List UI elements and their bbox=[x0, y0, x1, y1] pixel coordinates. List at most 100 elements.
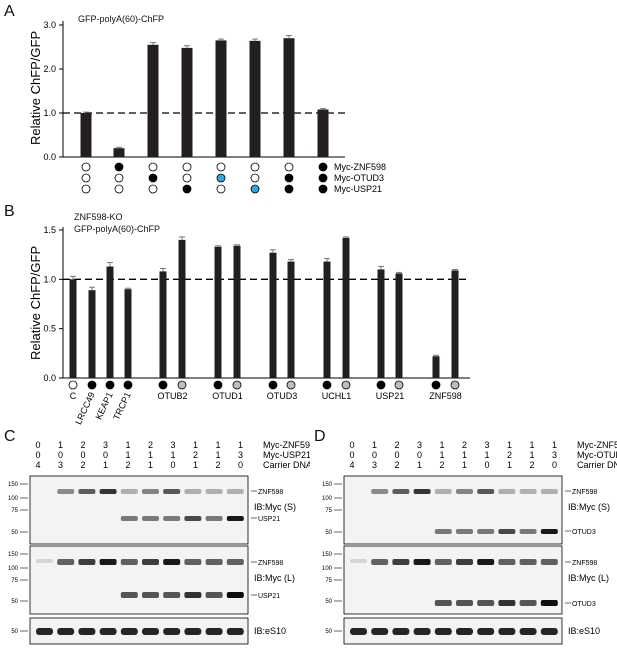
blot-header-value: 3 bbox=[170, 440, 175, 450]
panel-b-bar bbox=[432, 356, 440, 378]
blot1-ib-label: IB:Myc (S) bbox=[568, 502, 610, 512]
blot-header-value: 1 bbox=[125, 450, 130, 460]
blot-header-value: 2 bbox=[394, 460, 399, 470]
blot-band-es10 bbox=[350, 628, 367, 635]
blot-band-znf598-long bbox=[99, 559, 117, 565]
panel-b-condition-circle bbox=[87, 380, 97, 390]
blot-marker-label: 75 bbox=[11, 508, 18, 514]
panel-a-matrix-circle bbox=[81, 184, 91, 194]
blot-band-znf598-long bbox=[519, 559, 537, 565]
panel-b-ytick-label: 1.0 bbox=[43, 274, 56, 284]
panel-a-matrix-circle bbox=[148, 184, 158, 194]
blot-band-znf598-long bbox=[498, 559, 516, 565]
blot-band-znf598-short bbox=[57, 489, 75, 494]
panel-a-matrix-circle bbox=[250, 173, 260, 183]
blot-marker-label: 50 bbox=[325, 530, 332, 536]
blot-band-partner-long bbox=[477, 600, 495, 606]
blot-band-label-bottom: USP21 bbox=[258, 593, 280, 600]
panel-a-ytick-label: 3.0 bbox=[43, 20, 56, 30]
blot-band-es10 bbox=[184, 628, 202, 635]
blot1-ib-label: IB:Myc (S) bbox=[254, 502, 296, 512]
blot-band-partner-long bbox=[498, 600, 516, 606]
blot-band-partner-long bbox=[434, 600, 452, 606]
blot-band-znf598-long bbox=[413, 559, 431, 565]
panel-b-bar bbox=[395, 273, 403, 378]
blot-marker-label: 100 bbox=[322, 566, 333, 572]
panel-a-bar bbox=[147, 44, 159, 157]
blot-band-partner-short bbox=[226, 516, 244, 521]
panel-b-condition-circle bbox=[177, 380, 187, 390]
blot-band-znf598-long bbox=[57, 559, 75, 565]
blot-header-value: 1 bbox=[484, 450, 489, 460]
panel-a-matrix-circle bbox=[216, 184, 226, 194]
panel-d-letter: D bbox=[314, 428, 326, 445]
blot-header-value: 1 bbox=[529, 450, 534, 460]
panel-b-condition-circle bbox=[232, 380, 242, 390]
blot-band-znf598-long bbox=[120, 559, 138, 565]
panel-b-condition-circle bbox=[341, 380, 351, 390]
panel-b-condition-circle bbox=[394, 380, 404, 390]
blot-band-es10 bbox=[142, 628, 159, 635]
blot-header-value: 3 bbox=[417, 440, 422, 450]
panel-a-matrix-circle bbox=[114, 162, 124, 172]
panel-a-bar bbox=[181, 47, 193, 157]
panel-b-condition-circle bbox=[68, 380, 78, 390]
blot-band-es10 bbox=[205, 628, 223, 635]
panel-b-condition-circle bbox=[268, 380, 278, 390]
blot-band-partner-short bbox=[205, 516, 223, 521]
blot-marker-label: 50 bbox=[11, 530, 18, 536]
blot-header-value: 0 bbox=[552, 460, 557, 470]
panel-a-bar bbox=[80, 113, 92, 157]
blot-header-value: 1 bbox=[215, 450, 220, 460]
blot-band-partner-long bbox=[142, 592, 159, 598]
panel-b-condition-circle bbox=[431, 380, 441, 390]
blot-band-znf598-long bbox=[477, 559, 495, 565]
panel-b-bar bbox=[88, 290, 96, 378]
panel-a-matrix-circle bbox=[81, 173, 91, 183]
blot-header-label: Carrier DNA bbox=[577, 460, 617, 470]
blot-header-value: 2 bbox=[394, 440, 399, 450]
blot-band-partner-short bbox=[456, 529, 473, 534]
blot-header-value: 1 bbox=[103, 460, 108, 470]
blot-header-value: 2 bbox=[529, 460, 534, 470]
blot-band-znf598-long bbox=[371, 559, 389, 565]
blot-band-znf598-long bbox=[78, 559, 96, 565]
blot-band-partner-short bbox=[477, 529, 495, 534]
blot-header-value: 2 bbox=[80, 440, 85, 450]
panel-a-matrix-label: Myc-ZNF598 bbox=[334, 162, 386, 172]
panel-a-bar-chart: Relative ChFP/GFP 0.0 1.0 2.0 3.0 Myc-ZNF598… bbox=[28, 20, 386, 194]
blot-band-label-bottom: OTUD3 bbox=[572, 529, 596, 536]
blot-header-value: 0 bbox=[58, 450, 63, 460]
blot-band-znf598-short bbox=[392, 489, 410, 494]
panel-b-ylabel: Relative ChFP/GFP bbox=[28, 246, 43, 360]
blot-header-value: 1 bbox=[215, 440, 220, 450]
blot-band-partner-short bbox=[163, 516, 181, 521]
blot-band-partner-long bbox=[540, 600, 558, 606]
panel-b-bar bbox=[106, 266, 114, 378]
blot-header-value: 1 bbox=[529, 440, 534, 450]
panel-a-matrix-circle bbox=[114, 173, 124, 183]
blot-band-znf598-short bbox=[434, 489, 452, 494]
blot-band-partner-long bbox=[519, 600, 537, 606]
blot-header-value: 2 bbox=[462, 440, 467, 450]
blot-header-value: 1 bbox=[439, 440, 444, 450]
blot-band-znf598-long bbox=[434, 559, 452, 565]
panel-b-group-label: ZNF598 bbox=[429, 391, 462, 401]
blot-header-value: 3 bbox=[238, 450, 243, 460]
blot-band-es10 bbox=[413, 628, 431, 635]
blot-band-es10 bbox=[540, 628, 558, 635]
blot-header-value: 3 bbox=[372, 460, 377, 470]
panel-b-condition-circle bbox=[158, 380, 168, 390]
blot-band-es10 bbox=[456, 628, 473, 635]
panel-b-bar bbox=[451, 270, 459, 378]
blot-band-znf598-short bbox=[413, 489, 431, 494]
panel-a-matrix-circle bbox=[284, 162, 294, 172]
blot-band-partner-short bbox=[434, 529, 452, 534]
blot-band-es10 bbox=[477, 628, 495, 635]
blot-band-znf598-long bbox=[226, 559, 244, 565]
blot-band-background bbox=[350, 559, 367, 563]
blot-header-value: 1 bbox=[552, 440, 557, 450]
panel-a-matrix-circle bbox=[114, 184, 124, 194]
blot-band-znf598-long bbox=[205, 559, 223, 565]
blot-band-partner-short bbox=[120, 516, 138, 521]
